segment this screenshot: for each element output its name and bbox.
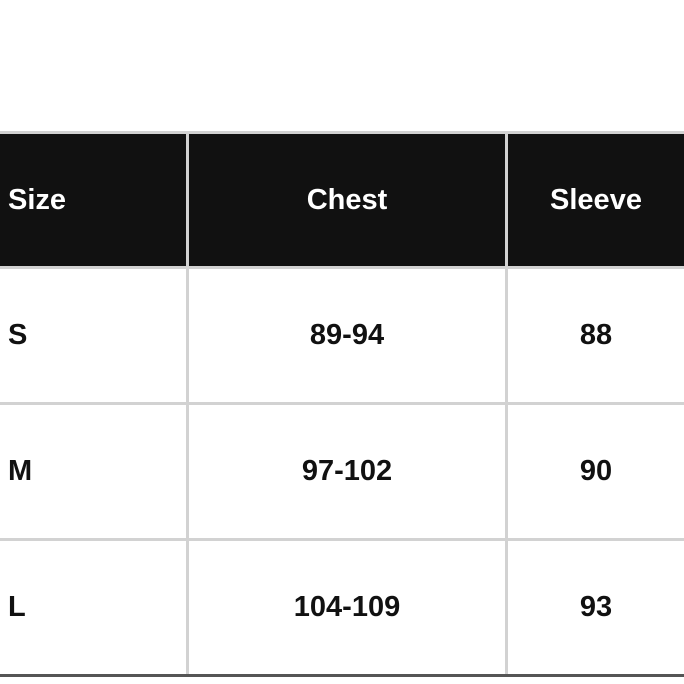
table-row: M 97-102 90	[0, 402, 684, 541]
cell-sleeve: 93	[505, 538, 684, 677]
cell-chest: 104-109	[186, 538, 508, 677]
header-sleeve: Sleeve	[505, 131, 684, 269]
header-chest: Chest	[186, 131, 508, 269]
size-chart-table: Size Chest Sleeve S 89-94 88 M 97-102 90…	[0, 131, 684, 677]
cell-chest: 89-94	[186, 266, 508, 405]
cell-sleeve: 88	[505, 266, 684, 405]
cell-size: S	[0, 266, 189, 405]
cell-size: M	[0, 402, 189, 541]
header-row: Size Chest Sleeve	[0, 131, 684, 269]
cell-size: L	[0, 538, 189, 677]
cell-sleeve: 90	[505, 402, 684, 541]
cell-chest: 97-102	[186, 402, 508, 541]
header-size: Size	[0, 131, 189, 269]
table-row: L 104-109 93	[0, 538, 684, 677]
table-row: S 89-94 88	[0, 266, 684, 405]
